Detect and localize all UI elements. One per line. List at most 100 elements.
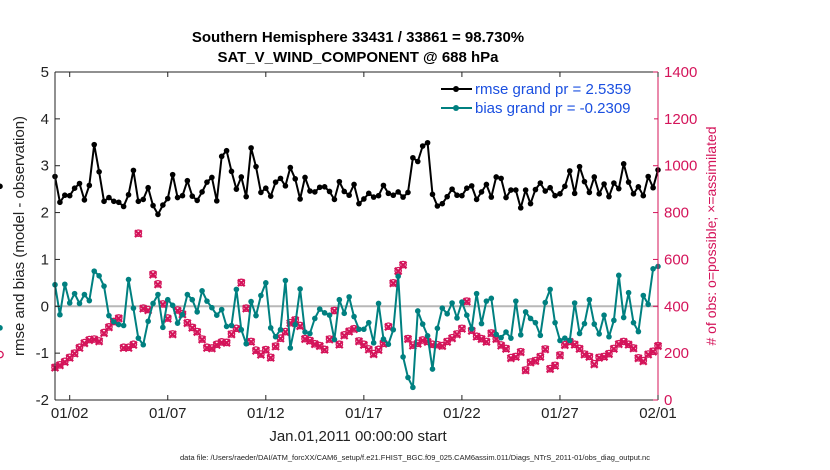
data-point [459, 192, 465, 199]
possible-obs-marker [257, 350, 265, 358]
data-point [164, 296, 171, 303]
data-point [57, 199, 63, 206]
assimilated-obs-marker [590, 360, 599, 369]
data-point [66, 192, 73, 199]
data-point [218, 153, 225, 160]
possible-obs-marker [188, 323, 197, 332]
possible-obs-marker [556, 351, 564, 359]
data-point [71, 290, 78, 297]
data-point [111, 318, 117, 325]
data-point [307, 330, 313, 337]
data-point [351, 313, 357, 320]
data-point [625, 179, 632, 185]
data-point [101, 283, 107, 289]
possible-obs-marker [65, 353, 74, 362]
data-point [287, 345, 294, 351]
assimilated-obs-marker [629, 344, 638, 353]
data-point [620, 161, 627, 167]
data-point [189, 193, 196, 199]
data-point [228, 168, 235, 175]
data-point [542, 299, 549, 306]
y-tick-label: 1 [41, 251, 49, 268]
data-point [258, 189, 264, 196]
data-point [532, 319, 539, 326]
assimilated-obs-marker [545, 364, 555, 374]
data-point [635, 184, 642, 190]
data-point [135, 198, 142, 205]
data-point [640, 292, 647, 299]
data-point [140, 196, 147, 203]
assimilated-obs-marker [560, 340, 570, 350]
data-point [630, 319, 637, 326]
data-point [238, 326, 245, 333]
data-point [66, 300, 73, 306]
possible-obs-marker [610, 344, 618, 353]
y2-tick-label: 1000 [664, 158, 697, 175]
data-point [57, 311, 63, 318]
possible-obs-marker [384, 322, 393, 331]
data-point [581, 320, 588, 327]
data-point [169, 171, 176, 178]
possible-obs-marker [100, 328, 108, 337]
possible-obs-marker [247, 337, 255, 346]
assimilated-obs-marker [541, 345, 550, 354]
data-point [76, 300, 83, 307]
data-point [86, 182, 93, 189]
ticks-group: 01/02 01/07 01/12 01/17 01/22 01/27 02/01 -2 -1 0… [36, 64, 698, 422]
assimilated-obs-marker [344, 327, 354, 336]
data-point [365, 319, 372, 326]
assimilated-obs-marker [266, 353, 275, 363]
data-point [150, 202, 156, 209]
data-point [277, 326, 284, 333]
data-point [464, 312, 470, 318]
data-file-footnote: data file: /Users/raeder/DAI/ATM_forcXX/… [180, 453, 650, 462]
data-point [468, 325, 475, 332]
data-point [566, 168, 573, 174]
legend-marker-rmse [453, 86, 459, 92]
assimilated-obs-marker [129, 340, 138, 350]
data-point [223, 147, 230, 154]
data-point [321, 184, 328, 190]
data-point [439, 305, 446, 311]
assimilated-obs-marker [398, 260, 408, 270]
data-point [86, 297, 93, 304]
data-point [130, 305, 137, 311]
assimilated-obs-marker [124, 343, 133, 353]
data-point [326, 312, 333, 318]
possible-obs-marker [369, 349, 378, 358]
data-point [169, 302, 176, 309]
data-point [493, 174, 500, 180]
possible-obs-marker [168, 330, 177, 338]
data-point [356, 326, 362, 333]
x-tick-label: 01/27 [541, 405, 579, 422]
data-point [312, 189, 318, 195]
data-point [449, 186, 455, 192]
data-point [135, 335, 142, 341]
data-point [527, 200, 534, 207]
data-point [223, 323, 230, 330]
y2-axis-label: # of obs: o=possible; ×=assimilated [703, 126, 719, 345]
possible-obs-marker [75, 343, 84, 352]
data-point [547, 184, 553, 191]
possible-obs-marker [458, 324, 466, 333]
data-point [395, 189, 401, 195]
data-point [160, 202, 166, 208]
data-point [253, 163, 259, 170]
data-point [503, 194, 509, 201]
possible-obs-marker [521, 366, 530, 374]
assimilated-obs-marker [335, 340, 344, 349]
possible-obs-marker [389, 279, 398, 287]
assimilated-obs-marker [634, 354, 643, 363]
data-point [439, 200, 446, 207]
data-point [503, 329, 509, 335]
possible-obs-marker [70, 349, 79, 357]
assimilated-obs-marker [477, 334, 486, 344]
y-tick-label: -2 [36, 392, 49, 409]
data-point [606, 333, 612, 340]
assimilated-obs-marker [550, 361, 560, 370]
x-tick-label: 01/02 [51, 405, 89, 422]
data-point [213, 198, 220, 204]
data-point [164, 195, 171, 202]
y2-tick-label: 800 [664, 205, 689, 222]
data-point [444, 193, 450, 200]
